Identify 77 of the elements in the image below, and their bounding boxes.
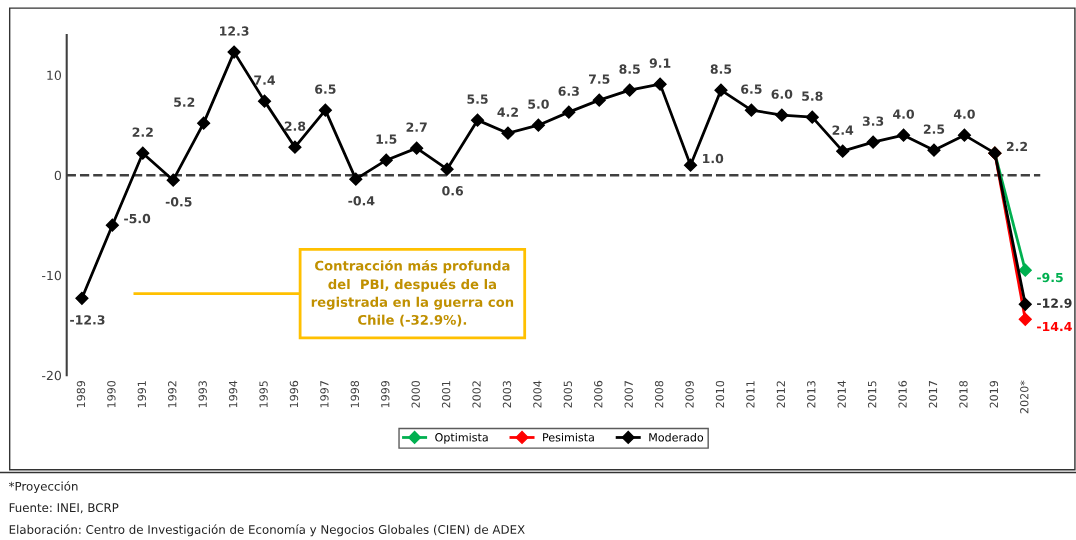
y-tick-label: 0 xyxy=(54,170,62,181)
data-label: 2.5 xyxy=(923,124,945,134)
x-tick-label: 2016 xyxy=(898,380,907,408)
x-tick-label: 1997 xyxy=(320,381,329,408)
data-label: 12.3 xyxy=(220,26,249,36)
data-label: 6.3 xyxy=(558,86,579,96)
x-tick-label: 1996 xyxy=(289,380,299,408)
x-tick-label: 1993 xyxy=(198,381,207,408)
x-tick-label: 2017 xyxy=(928,381,938,408)
data-label: 2.7 xyxy=(406,122,427,132)
x-tick-label: 2003 xyxy=(502,381,512,408)
legend-label: Moderado xyxy=(649,432,704,442)
data-label: 5.5 xyxy=(467,94,488,104)
data-label: 6.5 xyxy=(741,84,762,94)
source-note: Fuente: INEI, BCRP xyxy=(9,503,119,514)
x-tick-label: 1994 xyxy=(228,380,238,408)
data-label: 2.8 xyxy=(284,121,306,131)
x-tick-label: 1990 xyxy=(107,380,116,408)
x-tick-label: 2000 xyxy=(411,380,420,408)
x-tick-label: 2007 xyxy=(624,381,633,408)
x-tick-label: 2010 xyxy=(715,380,725,408)
data-label: -5.0 xyxy=(124,213,151,224)
x-tick-label: 1991 xyxy=(137,381,147,408)
data-label: 2.2 xyxy=(1006,141,1028,152)
y-tick-label: 10 xyxy=(47,70,62,81)
x-tick-label: 2015 xyxy=(867,381,877,408)
x-tick-label: 2011 xyxy=(746,381,755,408)
data-label: 8.5 xyxy=(619,64,640,74)
data-label: 0.6 xyxy=(442,186,464,196)
x-tick-label: 2012 xyxy=(776,381,786,408)
data-label: -9.5 xyxy=(1037,272,1063,283)
data-label: 7.5 xyxy=(589,74,610,84)
x-tick-label: 2014 xyxy=(837,380,846,408)
y-tick-label: -10 xyxy=(42,270,62,281)
data-label: 3.3 xyxy=(862,116,884,126)
data-label: 4.2 xyxy=(497,107,518,117)
x-tick-label: 2002 xyxy=(472,381,481,408)
data-label: 5.0 xyxy=(528,99,549,109)
data-label: 5.2 xyxy=(174,97,195,107)
data-label: 9.1 xyxy=(649,58,671,68)
x-tick-label: 2001 xyxy=(441,381,451,408)
data-label: -12.3 xyxy=(70,315,105,325)
x-tick-label: 2020* xyxy=(1020,380,1029,414)
x-tick-label: 2005 xyxy=(563,381,573,408)
x-tick-label: 2009 xyxy=(685,380,694,408)
x-tick-label: 1998 xyxy=(350,380,360,408)
data-label: 4.0 xyxy=(893,109,915,119)
legend-label: Optimista xyxy=(435,432,488,444)
data-label: -0.5 xyxy=(165,197,192,207)
x-tick-label: 1995 xyxy=(259,381,268,408)
data-label: 2.4 xyxy=(832,125,854,135)
text: Elaboración: Centro de Investigación de Economía y Negocios Globales (CIEN) de ADEX xyxy=(9,524,525,537)
data-label: 1.0 xyxy=(703,153,724,164)
x-tick-label: 1992 xyxy=(168,381,177,408)
data-label: 6.0 xyxy=(771,89,793,99)
x-tick-label: 2013 xyxy=(807,381,816,408)
data-label: 8.5 xyxy=(710,64,732,74)
data-label: 7.4 xyxy=(254,75,276,85)
x-tick-label: 2006 xyxy=(594,380,603,408)
x-tick-label: 2004 xyxy=(533,380,542,408)
x-tick-label: 2019 xyxy=(989,380,999,408)
x-tick-label: 2008 xyxy=(654,380,664,408)
legend-label: Pesimista xyxy=(543,432,594,442)
data-label: -14.4 xyxy=(1037,321,1072,332)
text: *Proyección xyxy=(8,481,78,494)
annotation: Contracción más profunda del PBI, después de la registrada en la guerra con Chile (-32.9%). xyxy=(311,259,514,327)
x-tick-label: 2018 xyxy=(959,380,968,408)
data-label: 6.5 xyxy=(315,84,336,94)
y-tick-label: -20 xyxy=(42,370,62,381)
data-label: -0.4 xyxy=(348,196,375,206)
x-tick-label: 1989 xyxy=(76,380,86,408)
x-tick-label: 1999 xyxy=(381,380,390,408)
data-label: -12.9 xyxy=(1037,298,1072,308)
data-label: 5.8 xyxy=(802,91,823,101)
data-label: 1.5 xyxy=(376,134,397,144)
data-label: 4.0 xyxy=(953,109,975,119)
data-label: 2.2 xyxy=(132,127,153,137)
